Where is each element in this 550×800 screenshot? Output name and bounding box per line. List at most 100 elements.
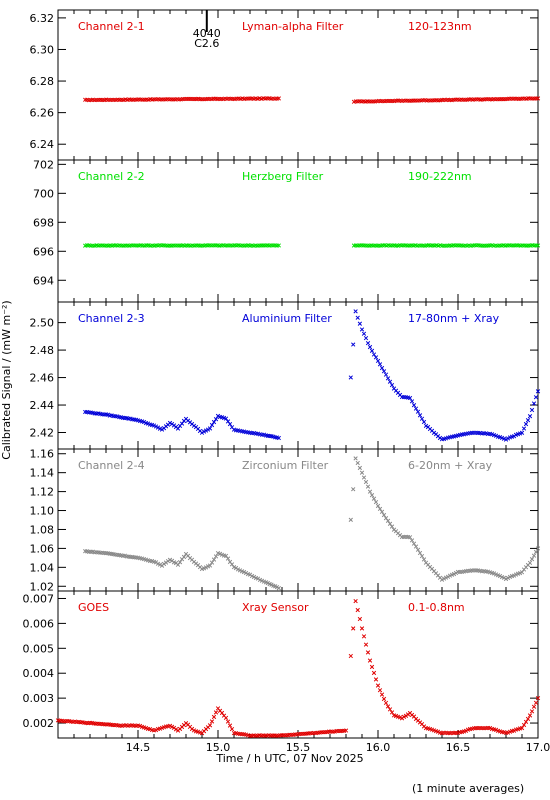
panel-label: Channel 2-4 [78, 459, 145, 472]
data-point [181, 554, 187, 560]
data-point [531, 553, 537, 558]
data-point [535, 389, 541, 394]
data-point [363, 335, 369, 341]
data-point [377, 362, 383, 367]
data-point [379, 692, 385, 697]
data-point [535, 695, 541, 701]
y-tick-label: 1.06 [30, 542, 55, 555]
data-point [199, 430, 205, 435]
data-point [415, 409, 421, 414]
data-point [227, 723, 233, 728]
panel-label: Aluminium Filter [242, 312, 332, 325]
data-point [501, 575, 507, 580]
data-point [497, 573, 503, 579]
y-tick-label: 1.10 [30, 505, 55, 518]
data-point [229, 562, 235, 567]
data-point [363, 642, 369, 647]
data-point [367, 344, 373, 350]
data-point [359, 470, 365, 475]
panel-label: GOES [78, 601, 109, 614]
data-point [276, 435, 281, 441]
data-point [365, 484, 371, 489]
data-point [519, 430, 525, 435]
panel-lyman-alpha: 6.24 6.26 6.28 6.30 6.32 Channel 2-1 Lyman-alp… [30, 9, 541, 161]
y-tick-label: 1.16 [30, 448, 55, 461]
data-point [381, 696, 387, 702]
data-point [223, 715, 229, 721]
y-tick-label: 702 [33, 158, 54, 171]
data-point [525, 716, 531, 722]
data-point [177, 560, 183, 565]
panel-goes-xray: 0.002 0.003 0.004 0.005 0.006 0.007 GOES Xray S… [23, 590, 550, 754]
data-point [411, 541, 417, 546]
data-point [353, 309, 358, 314]
y-tick-label: 1.14 [30, 467, 55, 480]
panel-zirconium: 1.02 1.04 1.06 1.08 1.10 1.12 1.14 1.16 Channel … [30, 448, 541, 593]
data-point [383, 700, 389, 706]
data-point [343, 728, 349, 733]
data-point [225, 556, 231, 561]
data-point [415, 547, 421, 552]
data-point [421, 557, 427, 562]
data-point [529, 557, 535, 562]
data-point [385, 704, 391, 709]
data-point [503, 437, 509, 442]
data-point [357, 465, 363, 471]
data-point [533, 549, 539, 555]
y-tick-label: 0.003 [23, 692, 55, 705]
data-point [213, 554, 219, 559]
data-point [373, 355, 379, 360]
panel-label: 17-80nm + Xray [408, 312, 500, 325]
data-point [351, 626, 356, 631]
data-point [381, 369, 387, 374]
data-point [419, 416, 425, 421]
data-point [209, 560, 215, 565]
x-tick-label: 16.5 [446, 741, 471, 754]
data-point [413, 544, 419, 549]
data-point [243, 570, 249, 576]
data-point [227, 421, 233, 427]
data-point [213, 710, 219, 715]
data-point [211, 714, 217, 720]
panel-label: Channel 2-2 [78, 170, 145, 183]
data-point [525, 418, 531, 423]
data-point [153, 727, 159, 733]
data-point [373, 499, 379, 505]
data-point [223, 416, 229, 421]
data-point [359, 626, 365, 631]
y-tick-label: 0.004 [23, 667, 55, 680]
panel-label: Zirconium Filter [242, 459, 329, 472]
data-point [531, 704, 537, 709]
data-point [155, 425, 161, 430]
y-axis-title: Calibrated Signal / (mW m⁻²) [0, 300, 13, 459]
y-tick-label: 0.006 [23, 617, 55, 630]
y-tick-label: 0.005 [23, 642, 55, 655]
data-point [389, 524, 395, 529]
data-point [535, 243, 541, 248]
y-tick-label: 2.44 [30, 399, 55, 412]
y-tick-label: 1.08 [30, 523, 55, 536]
data-point [387, 707, 393, 712]
data-point [348, 517, 353, 522]
y-tick-label: 6.28 [30, 75, 55, 88]
data-point [276, 586, 281, 591]
panel-label: Lyman-alpha Filter [242, 20, 344, 33]
panel-label: Herzberg Filter [242, 170, 324, 183]
data-point [385, 376, 391, 381]
data-point [361, 475, 367, 480]
data-point [529, 407, 535, 413]
data-point [533, 700, 539, 705]
data-point [207, 723, 213, 728]
data-point [463, 728, 469, 733]
data-point [533, 395, 539, 400]
data-point [276, 96, 281, 101]
y-tick-label: 2.42 [30, 427, 55, 440]
data-point [421, 419, 427, 425]
y-tick-label: 6.24 [30, 138, 55, 151]
data-point [357, 321, 363, 326]
x-tick-label: 15.5 [286, 741, 311, 754]
panel-label: Xray Sensor [242, 601, 309, 614]
panel-label: 190-222nm [408, 170, 472, 183]
data-point [211, 557, 217, 562]
data-point [409, 399, 415, 404]
